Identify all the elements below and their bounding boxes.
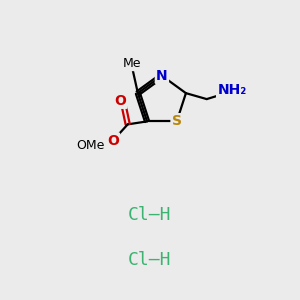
Text: Cl—H: Cl—H [128, 206, 172, 224]
Text: O: O [107, 134, 119, 148]
Text: S: S [172, 114, 182, 128]
Text: Me: Me [123, 57, 141, 70]
Text: Cl—H: Cl—H [128, 251, 172, 269]
Text: OMe: OMe [76, 139, 105, 152]
Text: NH₂: NH₂ [218, 83, 247, 97]
Text: N: N [156, 69, 168, 83]
Text: O: O [114, 94, 126, 108]
